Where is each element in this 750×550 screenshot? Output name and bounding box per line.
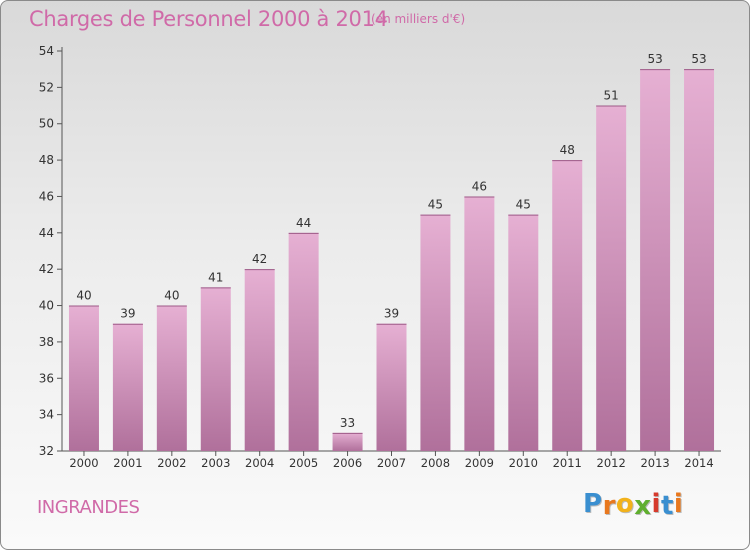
bar: [684, 69, 715, 451]
x-tick-label: 2009: [465, 456, 494, 470]
y-tick-label: 38: [39, 335, 54, 349]
chart-subtitle: (en milliers d'€): [371, 12, 466, 26]
data-label: 46: [472, 179, 487, 193]
y-tick-label: 40: [39, 299, 54, 313]
x-tick-label: 2007: [377, 456, 406, 470]
data-label: 48: [560, 143, 575, 157]
commune-name: INGRANDES: [37, 497, 140, 518]
x-tick-label: 2003: [201, 456, 230, 470]
bar: [68, 305, 99, 451]
data-label: 45: [428, 198, 443, 212]
data-label: 39: [384, 307, 399, 321]
bar: [420, 214, 451, 451]
y-tick-label: 42: [39, 262, 54, 276]
bar: [156, 305, 187, 451]
bar: [332, 432, 363, 451]
data-label: 41: [208, 270, 223, 284]
bar: [464, 196, 495, 451]
logo-letter: P: [583, 489, 603, 519]
bar: [640, 69, 671, 451]
data-label: 44: [296, 216, 311, 230]
x-tick-label: 2013: [640, 456, 669, 470]
x-tick-label: 2006: [333, 456, 362, 470]
data-label: 53: [647, 52, 662, 66]
data-label: 39: [120, 307, 135, 321]
axes: 32 34 36 38 40 42 44 46 48 50 52 54 2000 2001 2002 2003…: [39, 44, 721, 470]
logo-letter: i: [651, 489, 661, 519]
data-label: 40: [164, 289, 179, 303]
y-tick-label: 44: [39, 226, 54, 240]
logo-letter: i: [673, 489, 684, 519]
x-tick-label: 2011: [553, 456, 582, 470]
y-tick-label: 34: [39, 408, 54, 422]
bar: [508, 214, 539, 451]
logo-letter: x: [634, 491, 652, 521]
bar: [596, 105, 627, 451]
logo-letter: o: [615, 489, 635, 519]
y-tick-label: 54: [39, 44, 54, 58]
proxiti-logo[interactable]: Proxiti: [583, 489, 684, 521]
y-tick-label: 32: [39, 444, 54, 458]
x-tick-label: 2002: [157, 456, 186, 470]
data-label: 53: [691, 52, 706, 66]
bar: [288, 232, 319, 451]
data-label: 40: [76, 289, 91, 303]
y-tick-label: 50: [39, 117, 54, 131]
y-tick-label: 48: [39, 153, 54, 167]
x-tick-label: 2000: [69, 456, 98, 470]
y-tick-label: 52: [39, 80, 54, 94]
x-tick-label: 2012: [597, 456, 626, 470]
y-tick-label: 36: [39, 371, 54, 385]
x-tick-label: 2004: [245, 456, 274, 470]
x-tick-label: 2010: [509, 456, 538, 470]
chart-title: Charges de Personnel 2000 à 2014: [29, 7, 388, 31]
data-label: 33: [340, 416, 355, 430]
x-tick-label: 2001: [113, 456, 142, 470]
bar: [552, 160, 583, 451]
y-tick-label: 46: [39, 189, 54, 203]
data-label: 51: [604, 89, 619, 103]
logo-letter: r: [602, 491, 616, 521]
logo-letter: t: [660, 491, 674, 521]
x-tick-label: 2014: [684, 456, 713, 470]
data-label: 42: [252, 252, 267, 266]
data-label: 45: [516, 198, 531, 212]
x-tick-label: 2005: [289, 456, 318, 470]
bar: [200, 287, 231, 451]
bar: [112, 323, 143, 451]
bars: 40 39 40 41 42 44 33 39 45 46 45 48 51 53 53: [68, 52, 715, 451]
bar: [244, 269, 275, 451]
x-tick-label: 2008: [421, 456, 450, 470]
bar: [376, 323, 407, 451]
